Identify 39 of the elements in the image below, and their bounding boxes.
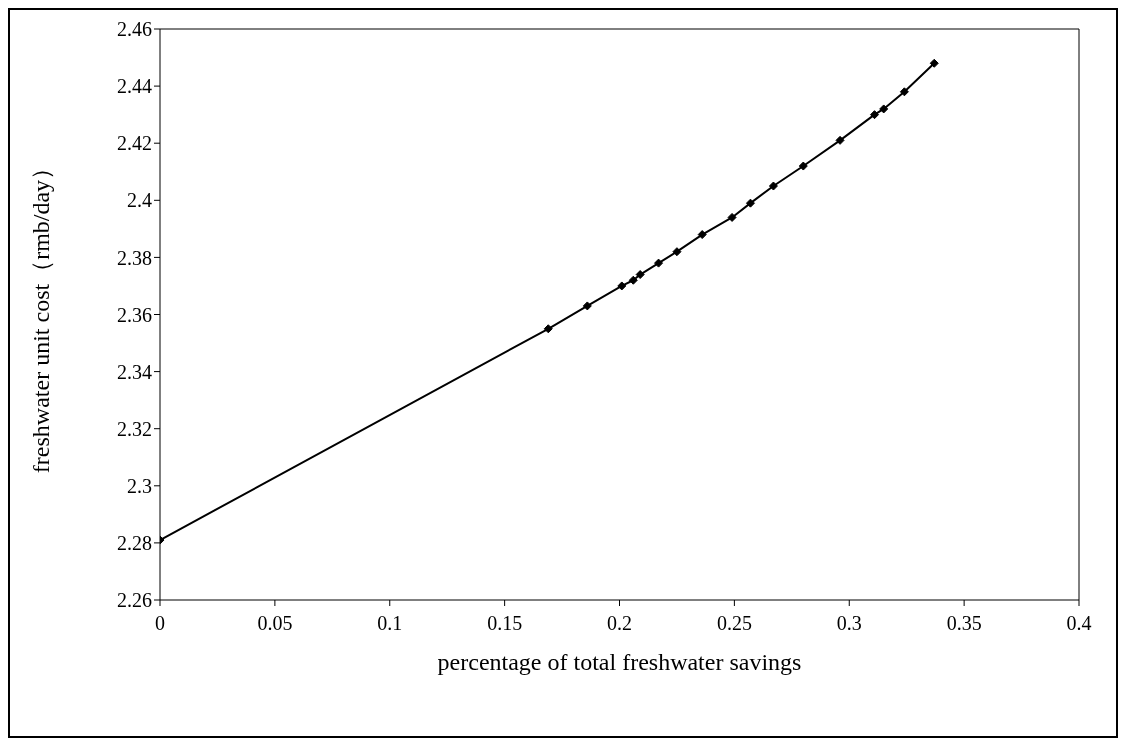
point [617,281,627,291]
point [899,87,909,97]
point [929,58,939,68]
point [654,258,664,268]
y-tick-label: 2.36 [117,303,152,326]
x-tick-label: 0.3 [836,612,862,635]
point [727,212,737,222]
x-tick-label: 0.05 [257,612,293,635]
point [582,301,592,311]
y-tick-label: 2.44 [117,75,152,98]
point [768,181,778,191]
x-tick-label: 0.15 [487,612,523,635]
y-tick-label: 2.42 [117,132,152,155]
y-tick-label: 2.34 [117,360,152,383]
y-tick-label: 2.38 [117,246,152,269]
point [745,198,755,208]
y-axis-title: freshwater unit cost（rmb/day） [27,155,54,474]
point [672,247,682,257]
x-tick-label: 0.1 [377,612,403,635]
point [870,110,880,120]
y-tick-label: 2.32 [117,417,152,440]
point [835,135,845,145]
point [798,161,808,171]
y-tick-label: 2.4 [127,189,152,212]
point [697,230,707,240]
x-tick-label: 0.2 [607,612,632,635]
y-tick-label: 2.28 [117,532,152,554]
point [543,324,553,334]
x-tick-label: 0.4 [1066,612,1092,635]
point [635,270,645,280]
y-tick-label: 2.3 [127,474,152,497]
y-tick-label: 2.46 [117,18,152,41]
point [628,275,638,285]
x-tick-label: 0.35 [946,612,982,635]
x-tick-label: 0.25 [716,612,752,635]
y-tick-label: 2.26 [117,589,152,612]
point [879,104,889,114]
x-axis-title: percentage of total freshwater savings [437,649,802,675]
x-tick-label: 0 [155,612,165,635]
